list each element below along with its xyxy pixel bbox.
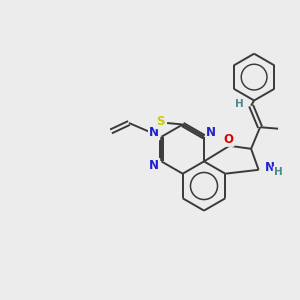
Text: N: N [265, 161, 275, 174]
Text: H: H [274, 167, 283, 177]
Text: S: S [156, 115, 165, 128]
Text: N: N [206, 126, 216, 139]
Text: N: N [149, 126, 159, 139]
Text: N: N [149, 159, 159, 172]
Text: O: O [223, 133, 233, 146]
Text: H: H [235, 99, 244, 109]
